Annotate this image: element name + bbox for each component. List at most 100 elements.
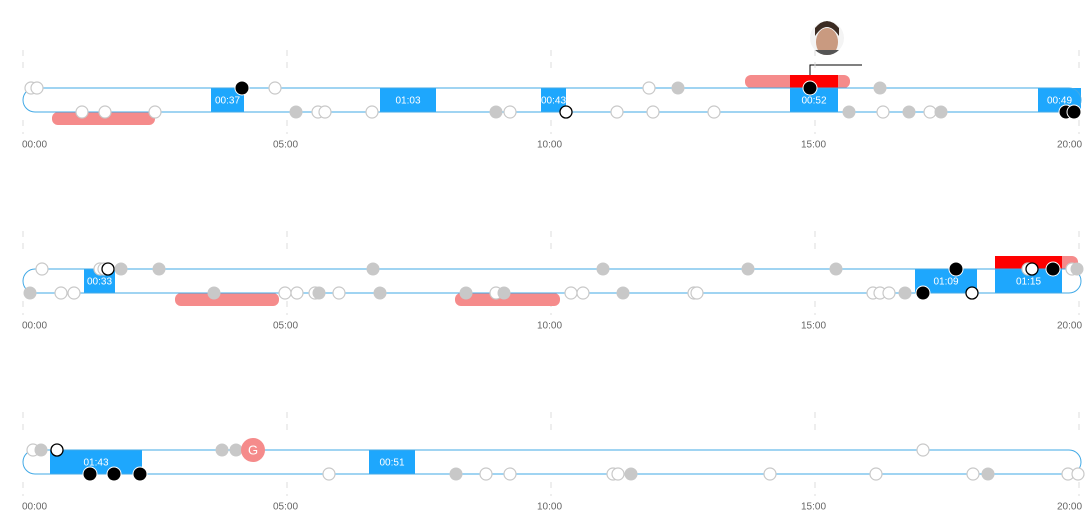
event-dot [234,80,250,96]
event-dot [322,467,336,481]
event-dot [30,81,44,95]
event-dot [671,81,685,95]
block-label: 00:33 [87,277,112,288]
event-dot [873,81,887,95]
event-dot [289,105,303,119]
axis-label: 00:00 [22,140,47,151]
event-dot [1025,262,1039,276]
event-dot [829,262,843,276]
axis-label: 20:00 [1057,140,1082,151]
event-dot [365,105,379,119]
red-bar [790,75,838,88]
event-dot [882,286,896,300]
axis-label: 00:00 [22,502,47,513]
axis-label: 20:00 [1057,502,1082,513]
event-dot [332,286,346,300]
goal-label: G [248,442,258,457]
event-dot [318,105,332,119]
event-dot [1045,261,1061,277]
axis-label: 15:00 [801,321,826,332]
event-dot [479,467,493,481]
time-block [380,88,436,112]
axis-label: 20:00 [1057,321,1082,332]
axis-label: 15:00 [801,140,826,151]
event-dot [1066,104,1082,120]
event-dot [106,466,122,482]
axis-label: 15:00 [801,502,826,513]
block-label: 01:43 [83,458,108,469]
block-label: 00:43 [541,96,566,107]
event-dot [624,467,638,481]
event-dot [82,466,98,482]
event-dot [898,286,912,300]
event-dot [503,467,517,481]
event-dot [114,262,128,276]
event-dot [449,467,463,481]
pink-bar [455,293,560,306]
event-dot [610,105,624,119]
event-dot [50,443,64,457]
event-dot [646,105,660,119]
event-dot [981,467,995,481]
event-dot [67,286,81,300]
event-dot [842,105,856,119]
event-dot [576,286,590,300]
event-dot [503,105,517,119]
time-block [369,450,415,474]
event-dot [215,443,229,457]
event-dot [489,105,503,119]
event-dot [707,105,721,119]
axis-label: 05:00 [273,502,298,513]
event-dot [290,286,304,300]
event-dot [611,467,625,481]
event-dot [207,286,221,300]
event-dot [596,262,610,276]
block-label: 00:37 [215,96,240,107]
event-dot [23,286,37,300]
event-dot [923,105,937,119]
axis-label: 05:00 [273,140,298,151]
event-dot [948,261,964,277]
event-dot [152,262,166,276]
event-dot [915,285,931,301]
event-dot [312,286,326,300]
event-dot [459,286,473,300]
event-dot [690,286,704,300]
block-label: 01:03 [395,96,420,107]
axis-label: 10:00 [537,502,562,513]
block-label: 01:15 [1016,277,1041,288]
event-dot [966,467,980,481]
pink-bar [175,293,279,306]
event-dot [965,286,979,300]
event-dot [763,467,777,481]
block-label: 00:51 [379,458,404,469]
axis-label: 10:00 [537,140,562,151]
event-dot [902,105,916,119]
event-dot [934,105,948,119]
event-dot [148,105,162,119]
event-dot [564,286,578,300]
event-dot [1070,262,1084,276]
event-dot [98,105,112,119]
event-dot [559,105,573,119]
block-label: 00:52 [801,96,826,107]
event-dot [1071,467,1085,481]
block-label: 01:09 [933,277,958,288]
avatar [810,21,844,55]
block-label: 00:49 [1047,96,1072,107]
event-dot [497,286,511,300]
event-dot [75,105,89,119]
event-dot [869,467,883,481]
event-dot [34,443,48,457]
event-dot [876,105,890,119]
axis-label: 00:00 [22,321,47,332]
axis-label: 05:00 [273,321,298,332]
event-dot [802,80,818,96]
event-dot [132,466,148,482]
event-dot [278,286,292,300]
event-dot [366,262,380,276]
axis-label: 10:00 [537,321,562,332]
event-dot [35,262,49,276]
event-dot [373,286,387,300]
